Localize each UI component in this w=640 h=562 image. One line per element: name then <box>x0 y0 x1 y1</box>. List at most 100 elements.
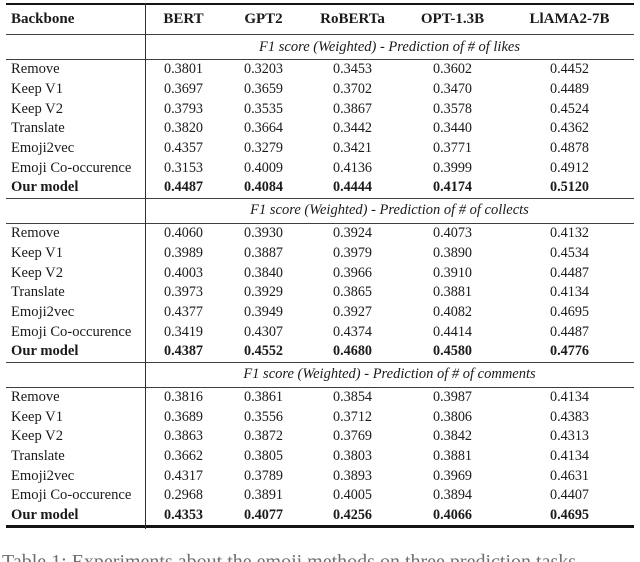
table-row: Translate 0.3820 0.3664 0.3442 0.3440 0.4362 <box>6 119 634 139</box>
f1-value: 0.3689 <box>163 408 203 425</box>
f1-value: 0.3893 <box>332 467 372 484</box>
table-caption: Table 1: Experiments about the emoji met… <box>2 551 577 562</box>
f1-value: 0.4313 <box>549 428 589 445</box>
f1-value: 0.4077 <box>243 507 283 524</box>
f1-value: 0.3854 <box>332 388 372 405</box>
f1-value: 0.3801 <box>163 61 203 78</box>
f1-value: 0.3421 <box>332 140 372 157</box>
table-row: Emoji2vec 0.4377 0.3949 0.3927 0.4082 0.4695 <box>6 303 634 323</box>
f1-value: 0.3887 <box>243 244 283 261</box>
f1-value: 0.3989 <box>163 244 203 261</box>
f1-value: 0.4134 <box>549 284 589 301</box>
f1-value: 0.4444 <box>332 179 372 196</box>
column-header-opt: OPT-1.3B <box>420 11 485 27</box>
table-row: Keep V1 0.3697 0.3659 0.3702 0.3470 0.4489 <box>6 80 634 100</box>
section-title: F1 score (Weighted) - Prediction of # of… <box>243 366 536 383</box>
f1-value: 0.4489 <box>549 81 589 98</box>
f1-value: 0.3842 <box>432 428 472 445</box>
f1-value: 0.4487 <box>163 179 203 196</box>
table-row: Emoji Co-occurence 0.3153 0.4009 0.4136 0.39… <box>6 158 634 178</box>
f1-value: 0.3203 <box>243 61 283 78</box>
f1-value: 0.3806 <box>432 408 472 425</box>
f1-value: 0.3966 <box>332 264 372 281</box>
f1-value: 0.3535 <box>243 100 283 117</box>
f1-value: 0.3697 <box>163 81 203 98</box>
f1-value: 0.3894 <box>432 487 472 504</box>
section-top-rule <box>6 59 634 60</box>
f1-value: 0.4552 <box>243 343 283 360</box>
f1-value: 0.3805 <box>243 448 283 465</box>
f1-value: 0.3999 <box>432 159 472 176</box>
table-row: Our model 0.4353 0.4077 0.4256 0.4066 0.4695 <box>6 506 634 526</box>
f1-value: 0.4073 <box>432 225 472 242</box>
f1-value: 0.4060 <box>163 225 203 242</box>
table-row: Our model 0.4387 0.4552 0.4680 0.4580 0.4776 <box>6 342 634 362</box>
f1-value: 0.3867 <box>332 100 372 117</box>
f1-value: 0.4256 <box>332 507 372 524</box>
f1-value: 0.4317 <box>163 467 203 484</box>
header-bottom-rule <box>6 34 634 35</box>
table-top-rule <box>6 3 634 5</box>
f1-value: 0.3979 <box>332 244 372 261</box>
f1-value: 0.3803 <box>332 448 372 465</box>
f1-value: 0.3702 <box>332 81 372 98</box>
f1-value: 0.3969 <box>432 467 472 484</box>
f1-value: 0.4009 <box>243 159 283 176</box>
f1-value: 0.4174 <box>432 179 472 196</box>
f1-value: 0.4132 <box>549 225 589 242</box>
f1-value: 0.3440 <box>432 120 472 137</box>
f1-value: 0.4912 <box>549 159 589 176</box>
f1-value: 0.3929 <box>243 284 283 301</box>
column-header-bert: BERT <box>163 11 204 27</box>
row-label: Remove <box>11 388 60 405</box>
f1-value: 0.3863 <box>163 428 203 445</box>
f1-value: 0.4878 <box>549 140 589 157</box>
column-divider <box>145 3 146 529</box>
row-label: Keep V2 <box>11 100 64 117</box>
f1-value: 0.3816 <box>163 388 203 405</box>
f1-value: 0.4534 <box>549 244 589 261</box>
f1-value: 0.4003 <box>163 264 203 281</box>
row-label: Emoji2vec <box>11 140 75 157</box>
f1-value: 0.2968 <box>163 487 203 504</box>
section-top-rule <box>6 222 634 224</box>
f1-value: 0.4383 <box>549 408 589 425</box>
table-row: Translate 0.3973 0.3929 0.3865 0.3881 0.4134 <box>6 283 634 303</box>
f1-value: 0.4414 <box>432 323 472 340</box>
f1-value: 0.4580 <box>432 343 472 360</box>
f1-value: 0.3419 <box>163 323 203 340</box>
f1-value: 0.3662 <box>163 448 203 465</box>
row-label: Keep V1 <box>11 244 64 261</box>
row-label: Translate <box>11 120 65 137</box>
f1-value: 0.4524 <box>549 100 589 117</box>
f1-value: 0.4084 <box>243 179 283 196</box>
f1-value: 0.4136 <box>332 159 372 176</box>
f1-value: 0.3659 <box>243 81 283 98</box>
table-row: Remove 0.3801 0.3203 0.3453 0.3602 0.4452 <box>6 60 634 80</box>
row-label: Emoji Co-occurence <box>11 323 132 340</box>
table-row: Emoji2vec 0.4317 0.3789 0.3893 0.3969 0.4631 <box>6 466 634 486</box>
f1-value: 0.4307 <box>243 323 283 340</box>
row-label: Keep V2 <box>11 264 64 281</box>
f1-value: 0.3789 <box>243 467 283 484</box>
section-title: F1 score (Weighted) - Prediction of # of… <box>250 202 529 219</box>
table-bottom-rule <box>6 525 634 529</box>
f1-value: 0.3890 <box>432 244 472 261</box>
f1-value: 0.3865 <box>332 284 372 301</box>
f1-value: 0.3769 <box>332 428 372 445</box>
f1-value: 0.3910 <box>432 264 472 281</box>
f1-value: 0.3987 <box>432 388 472 405</box>
f1-value: 0.4362 <box>549 120 589 137</box>
f1-value: 0.3664 <box>243 120 283 137</box>
f1-value: 0.3927 <box>332 303 372 320</box>
f1-value: 0.3840 <box>243 264 283 281</box>
table-row: Keep V1 0.3989 0.3887 0.3979 0.3890 0.4534 <box>6 244 634 264</box>
section-header-row: F1 score (Weighted) - Prediction of # of… <box>6 199 634 223</box>
f1-value: 0.3973 <box>163 284 203 301</box>
f1-value: 0.3153 <box>163 159 203 176</box>
table-header-row: Backbone BERT GPT2 RoBERTa OPT-1.3B LlAM… <box>6 5 634 34</box>
f1-value: 0.4082 <box>432 303 472 320</box>
section-divider-rule <box>6 361 634 363</box>
table-row: Keep V1 0.3689 0.3556 0.3712 0.3806 0.4383 <box>6 407 634 427</box>
row-label: Our model <box>11 507 79 524</box>
